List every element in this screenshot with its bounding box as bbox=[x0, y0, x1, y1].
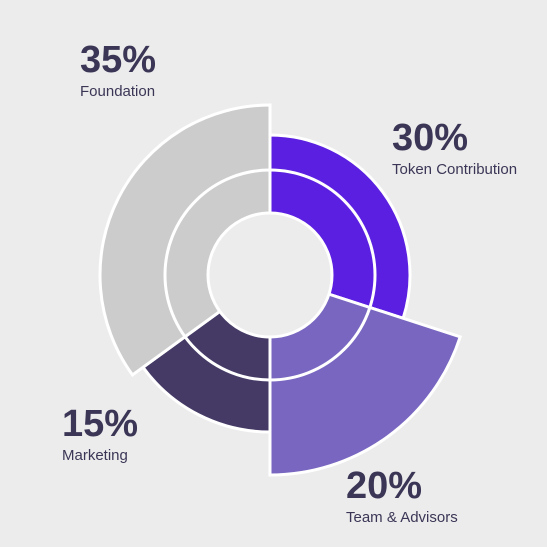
slice-value-label: 20% bbox=[346, 465, 422, 507]
slice-value-label: 15% bbox=[62, 403, 138, 445]
slice-label: Marketing bbox=[62, 447, 128, 464]
inner-ring bbox=[163, 168, 377, 382]
center-hole bbox=[206, 211, 334, 339]
slice bbox=[98, 103, 272, 378]
slice bbox=[268, 272, 463, 477]
slice-label: Token Contribution bbox=[392, 161, 517, 178]
slice-value-label: 30% bbox=[392, 117, 468, 159]
slice-label: Team & Advisors bbox=[346, 509, 458, 526]
slice-label: Foundation bbox=[80, 83, 155, 100]
slice-value-label: 35% bbox=[80, 39, 156, 81]
